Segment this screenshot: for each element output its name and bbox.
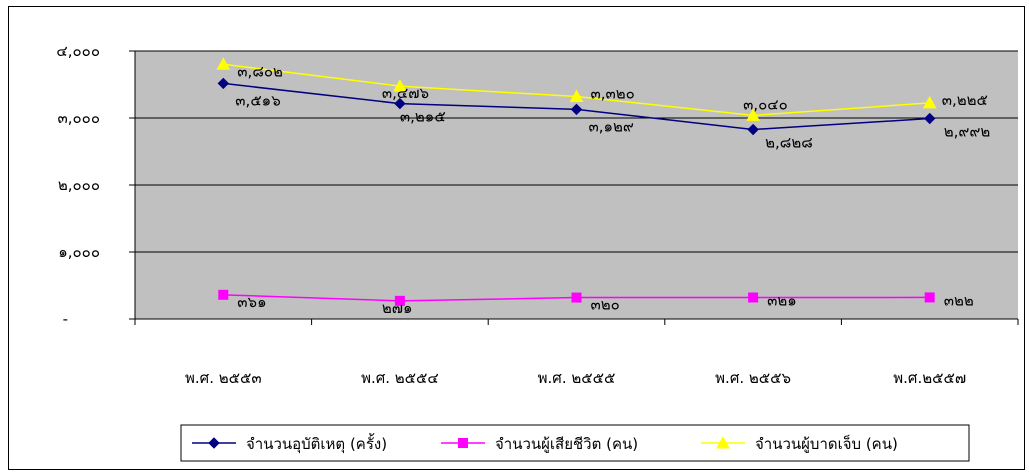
data-point (208, 437, 220, 449)
data-label: ๒๗๑ (382, 299, 413, 317)
x-tick-label: พ.ศ. ๒๕๕๕ (538, 369, 616, 387)
data-label: ๓,๓๒๐ (591, 85, 635, 103)
legend: จำนวนอุบัติเหตุ (ครั้ง) จำนวนผู้เสียชีวิต… (180, 424, 970, 462)
data-label: ๓๒๐ (591, 296, 620, 314)
y-tick-label: ๒,๐๐๐ (58, 176, 100, 194)
legend-label: จำนวนอุบัติเหตุ (ครั้ง) (246, 433, 387, 454)
legend-box (180, 424, 970, 462)
y-tick-label: ๑,๐๐๐ (58, 243, 100, 261)
data-label: ๓๒๒ (944, 291, 974, 309)
data-label: ๒,๘๒๘ (765, 134, 813, 152)
data-point (218, 289, 229, 300)
data-label: ๓,๒๑๕ (400, 108, 446, 126)
series-3 (216, 57, 937, 121)
data-point (922, 95, 937, 109)
data-label: ๓,๔๗๖ (382, 84, 429, 102)
data-label: ๓,๐๔๐ (743, 95, 788, 113)
data-label: ๓,๑๒๙ (589, 117, 634, 135)
data-point (394, 295, 405, 306)
data-point (748, 292, 759, 303)
data-point (571, 292, 582, 303)
data-point (570, 103, 583, 116)
x-tick-label: พ.ศ. ๒๕๕๔ (361, 369, 439, 387)
data-point (924, 292, 935, 303)
y-tick-label: - (63, 310, 68, 328)
data-point (393, 79, 407, 92)
y-tick-label: ๓,๐๐๐ (58, 109, 101, 127)
data-label: ๒,๙๙๒ (944, 123, 991, 141)
data-point (394, 97, 406, 110)
x-axis-ticks: พ.ศ. ๒๕๕๓ พ.ศ. ๒๕๕๔ พ.ศ. ๒๕๕๕ พ.ศ. ๒๕๕๖ พ.ศ.… (134, 319, 1019, 387)
data-label: ๓,๒๒๕ (942, 91, 988, 109)
data-label: ๓๒๑ (767, 291, 797, 309)
series-group (216, 57, 937, 306)
data-point (746, 108, 760, 121)
data-point (217, 77, 230, 90)
data-point (458, 438, 468, 448)
data-point (716, 435, 730, 449)
gridlines (135, 50, 1018, 320)
x-tick-label: พ.ศ. ๒๕๕๖ (715, 369, 791, 387)
data-label: ๓,๕๑๖ (235, 91, 280, 109)
data-point (923, 112, 936, 125)
legend-label: จำนวนผู้เสียชีวิต (คน) (495, 435, 638, 453)
series-1 (217, 77, 936, 136)
x-tick-label: พ.ศ.๒๕๕๗ (893, 369, 966, 387)
x-tick-label: พ.ศ. ๒๕๕๓ (185, 369, 262, 387)
data-point (747, 123, 759, 136)
data-label: ๓,๘๐๒ (237, 62, 283, 80)
y-axis-ticks: - ๑,๐๐๐ ๒,๐๐๐ ๓,๐๐๐ ๔,๐๐๐ (56, 42, 135, 328)
data-point (569, 89, 584, 103)
data-label: ๓๖๑ (237, 293, 266, 311)
series-2 (218, 289, 935, 306)
y-tick-label: ๔,๐๐๐ (56, 42, 100, 60)
legend-label: จำนวนผู้บาดเจ็บ (คน) (755, 434, 898, 453)
data-point (216, 57, 231, 70)
